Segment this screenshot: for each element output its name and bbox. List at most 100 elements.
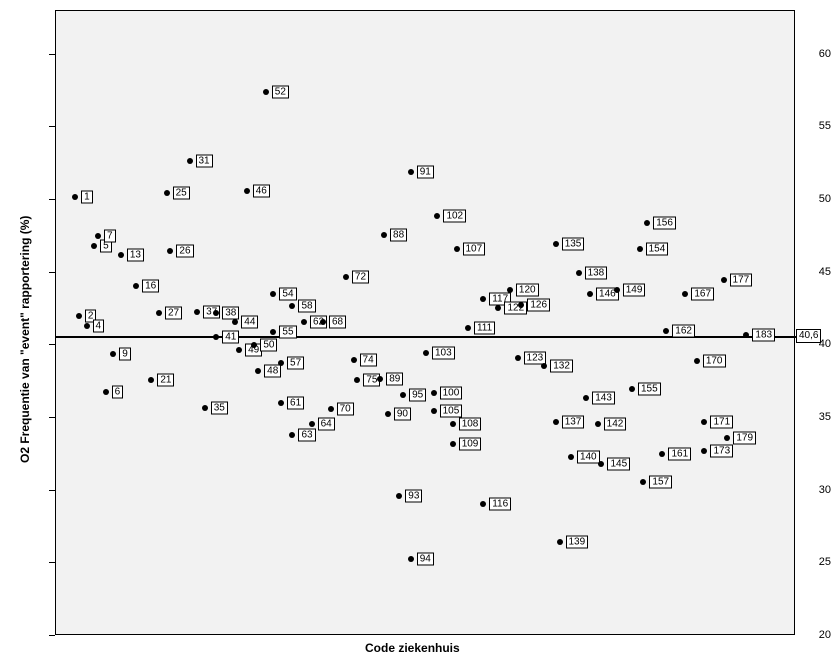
data-point bbox=[202, 405, 208, 411]
data-point bbox=[495, 305, 501, 311]
y-tick-label: 35 bbox=[778, 411, 837, 423]
data-point-label: 116 bbox=[489, 497, 511, 510]
data-point-label: 74 bbox=[360, 353, 377, 366]
data-point bbox=[454, 246, 460, 252]
data-point bbox=[328, 406, 334, 412]
data-point bbox=[431, 390, 437, 396]
data-point bbox=[396, 493, 402, 499]
data-point bbox=[270, 291, 276, 297]
data-point bbox=[351, 357, 357, 363]
data-point bbox=[701, 448, 707, 454]
data-point bbox=[110, 351, 116, 357]
data-point-label: 137 bbox=[562, 416, 585, 429]
data-point-label: 107 bbox=[463, 243, 486, 256]
x-axis-label: Code ziekenhuis bbox=[365, 641, 460, 655]
data-point bbox=[213, 334, 219, 340]
data-point-label: 1 bbox=[81, 191, 93, 204]
data-point-label: 9 bbox=[119, 348, 131, 361]
data-point-label: 157 bbox=[649, 475, 672, 488]
data-point bbox=[583, 395, 589, 401]
data-point-label: 55 bbox=[279, 326, 296, 339]
data-point bbox=[450, 421, 456, 427]
data-point-label: 135 bbox=[562, 237, 585, 250]
data-point bbox=[251, 342, 257, 348]
data-point bbox=[518, 302, 524, 308]
data-point bbox=[431, 408, 437, 414]
data-point bbox=[320, 319, 326, 325]
data-point-label: 183 bbox=[752, 329, 775, 342]
data-point-label: 179 bbox=[733, 432, 756, 445]
data-point bbox=[84, 323, 90, 329]
data-point bbox=[343, 274, 349, 280]
data-point-label: 38 bbox=[222, 307, 239, 320]
data-point bbox=[724, 435, 730, 441]
data-point bbox=[103, 389, 109, 395]
data-point-label: 177 bbox=[730, 273, 753, 286]
data-point bbox=[553, 241, 559, 247]
data-point-label: 21 bbox=[157, 374, 174, 387]
data-point-label: 145 bbox=[607, 458, 630, 471]
data-point-label: 93 bbox=[405, 490, 422, 503]
data-point-label: 68 bbox=[329, 316, 346, 329]
data-point bbox=[244, 188, 250, 194]
data-point-label: 102 bbox=[443, 209, 466, 222]
data-point-label: 94 bbox=[417, 552, 434, 565]
data-point bbox=[164, 190, 170, 196]
data-point-label: 48 bbox=[264, 365, 281, 378]
data-point-label: 31 bbox=[196, 154, 213, 167]
reference-line-label: 40,6 bbox=[796, 329, 821, 343]
data-point bbox=[91, 243, 97, 249]
data-point-label: 61 bbox=[287, 397, 304, 410]
data-point-label: 27 bbox=[165, 307, 182, 320]
data-point bbox=[640, 479, 646, 485]
data-point bbox=[354, 377, 360, 383]
data-point-label: 100 bbox=[440, 387, 463, 400]
data-point bbox=[743, 332, 749, 338]
data-point bbox=[659, 451, 665, 457]
data-point-label: 126 bbox=[527, 298, 550, 311]
data-point bbox=[408, 169, 414, 175]
data-point-label: 162 bbox=[672, 324, 695, 337]
data-point-label: 167 bbox=[691, 288, 714, 301]
data-point bbox=[598, 461, 604, 467]
data-point bbox=[423, 350, 429, 356]
data-point bbox=[156, 310, 162, 316]
data-point-label: 140 bbox=[577, 451, 600, 464]
data-point-label: 154 bbox=[646, 243, 669, 256]
data-point bbox=[309, 421, 315, 427]
y-tick-label: 55 bbox=[778, 120, 837, 132]
data-point bbox=[270, 329, 276, 335]
data-point-label: 149 bbox=[623, 284, 646, 297]
data-point-label: 7 bbox=[104, 230, 116, 243]
y-tick-label: 50 bbox=[778, 193, 837, 205]
data-point bbox=[701, 419, 707, 425]
data-point bbox=[301, 319, 307, 325]
data-point bbox=[194, 309, 200, 315]
data-point-label: 25 bbox=[173, 186, 190, 199]
scatter-chart: 1245679131621252627313537384144464849505… bbox=[0, 0, 837, 670]
data-point-label: 155 bbox=[638, 382, 661, 395]
data-point bbox=[721, 277, 727, 283]
data-point-label: 72 bbox=[352, 270, 369, 283]
data-point bbox=[465, 325, 471, 331]
data-point bbox=[289, 432, 295, 438]
data-point bbox=[167, 248, 173, 254]
data-point-label: 161 bbox=[668, 448, 691, 461]
data-point bbox=[263, 89, 269, 95]
y-tick-label: 60 bbox=[778, 48, 837, 60]
data-point-label: 142 bbox=[604, 417, 627, 430]
data-point-label: 138 bbox=[585, 266, 608, 279]
data-point bbox=[232, 319, 238, 325]
data-point-label: 13 bbox=[127, 249, 144, 262]
data-point bbox=[557, 539, 563, 545]
data-point bbox=[255, 368, 261, 374]
data-point bbox=[663, 328, 669, 334]
data-point bbox=[236, 347, 242, 353]
data-point-label: 41 bbox=[222, 330, 239, 343]
data-point-label: 132 bbox=[550, 359, 573, 372]
data-point bbox=[587, 291, 593, 297]
data-point bbox=[553, 419, 559, 425]
data-point-label: 89 bbox=[386, 372, 403, 385]
y-tick-label: 45 bbox=[778, 266, 837, 278]
data-point-label: 171 bbox=[710, 416, 733, 429]
